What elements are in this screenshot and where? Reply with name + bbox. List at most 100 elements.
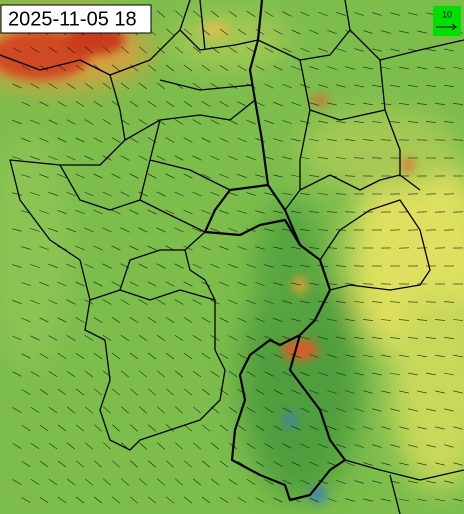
wind-arrow xyxy=(112,388,120,396)
wind-arrow xyxy=(156,82,166,90)
wind-arrow xyxy=(363,426,373,430)
wind-arrow xyxy=(327,102,337,106)
border xyxy=(159,0,259,91)
wind-arrow xyxy=(327,390,337,394)
wind-arrow xyxy=(174,191,184,197)
wind-arrow xyxy=(327,498,337,502)
wind-arrow xyxy=(354,480,364,484)
wind-arrow xyxy=(372,444,382,448)
wind-arrow xyxy=(147,245,157,251)
wind-arrow xyxy=(443,337,455,339)
wind-arrow xyxy=(264,83,274,89)
wind-arrow xyxy=(363,462,373,466)
wind-arrow xyxy=(175,10,183,18)
wind-arrow xyxy=(327,30,337,34)
wind-arrow xyxy=(371,121,383,123)
wind-arrow xyxy=(111,245,121,251)
wind-arrow xyxy=(282,371,292,377)
wind-arrow xyxy=(201,352,211,360)
wind-arrow xyxy=(66,191,76,197)
wind-arrow xyxy=(12,443,22,449)
wind-arrow xyxy=(255,425,265,431)
wind-arrow xyxy=(408,408,418,412)
wind-arrow xyxy=(389,337,401,339)
wind-arrow xyxy=(165,64,175,72)
wind-arrow xyxy=(282,156,292,160)
wind-arrow xyxy=(174,334,184,342)
wind-arrow xyxy=(219,496,229,504)
wind-arrow xyxy=(407,337,419,339)
wind-arrow xyxy=(300,156,310,160)
wind-arrow xyxy=(291,174,301,178)
wind-arrow xyxy=(335,157,347,159)
wind-arrow xyxy=(344,283,356,285)
wind-arrow xyxy=(426,48,436,52)
wind-arrow xyxy=(246,371,256,377)
wind-arrow xyxy=(291,246,301,250)
wind-arrow xyxy=(157,10,165,18)
wind-arrow xyxy=(102,299,112,305)
wind-arrow xyxy=(30,371,40,377)
wind-arrow xyxy=(175,406,183,414)
wind-arrow xyxy=(327,354,337,358)
wind-arrow xyxy=(12,371,22,377)
border xyxy=(299,29,464,191)
wind-arrow xyxy=(157,442,165,450)
wind-arrow xyxy=(363,390,373,394)
wind-arrow xyxy=(426,84,436,88)
wind-arrow xyxy=(381,30,391,34)
wind-arrow xyxy=(21,461,31,467)
wind-arrow xyxy=(363,30,373,34)
wind-arrow xyxy=(174,299,184,305)
border xyxy=(59,119,161,211)
wind-arrow xyxy=(48,263,58,269)
wind-arrow xyxy=(75,209,85,215)
wind-arrow xyxy=(21,353,31,359)
wind-arrow xyxy=(166,28,174,36)
wind-arrow xyxy=(201,317,211,323)
wind-arrow xyxy=(147,100,157,108)
wind-arrow xyxy=(85,442,93,450)
wind-arrow xyxy=(130,424,138,432)
border xyxy=(344,459,464,514)
wind-arrow xyxy=(175,478,183,486)
wind-arrow xyxy=(30,83,40,89)
wind-arrow xyxy=(443,301,455,303)
wind-arrow xyxy=(300,193,310,195)
wind-arrow xyxy=(39,460,49,468)
wind-arrow xyxy=(192,155,202,161)
wind-arrow xyxy=(345,462,355,466)
wind-arrow xyxy=(12,228,22,232)
wind-arrow xyxy=(282,300,292,304)
wind-arrow xyxy=(111,352,121,360)
wind-arrow xyxy=(66,442,76,450)
wind-arrow xyxy=(255,353,265,359)
wind-arrow xyxy=(75,496,85,504)
wind-arrow xyxy=(102,82,112,90)
wind-arrow xyxy=(84,155,94,161)
wind-arrow xyxy=(148,460,156,468)
wind-arrow xyxy=(416,103,428,105)
wind-arrow xyxy=(335,265,347,267)
wind-arrow xyxy=(372,336,382,340)
wind-arrow xyxy=(426,372,436,376)
wind-arrow xyxy=(246,192,256,196)
wind-arrow xyxy=(201,460,211,468)
timestamp: 2025-11-05 18 xyxy=(8,8,137,30)
wind-arrow xyxy=(335,193,347,195)
wind-arrow xyxy=(210,119,220,125)
wind-arrow xyxy=(228,10,238,18)
wind-arrow xyxy=(300,371,310,377)
wind-arrow xyxy=(228,406,238,414)
wind-arrow xyxy=(66,370,76,378)
wind-arrow xyxy=(39,424,49,432)
wind-arrow xyxy=(192,82,202,90)
wind-arrow xyxy=(30,442,40,450)
wind-arrow xyxy=(354,372,364,376)
wind-arrow xyxy=(300,443,310,449)
wind-arrow xyxy=(201,388,211,396)
wind-arrow xyxy=(435,498,445,502)
wind-arrow xyxy=(175,442,183,450)
wind-arrow xyxy=(39,317,49,323)
wind-arrow xyxy=(408,480,418,484)
